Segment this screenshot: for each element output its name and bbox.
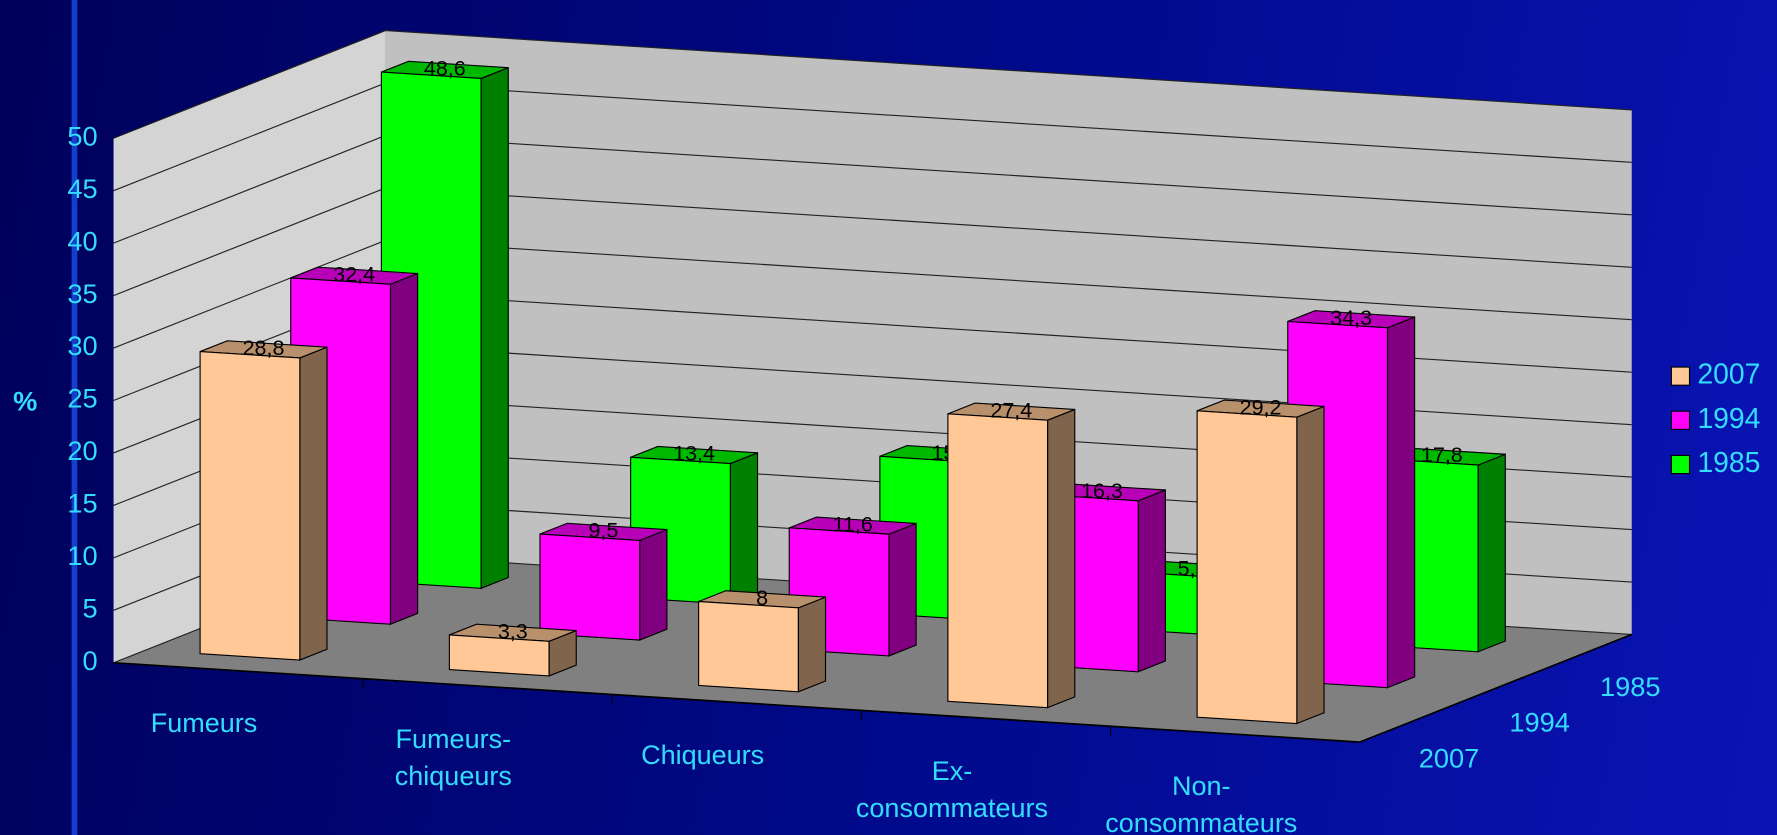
value-label: 34,3 [1330, 306, 1372, 330]
value-label: 29,2 [1240, 395, 1282, 419]
y-tick-label: 50 [67, 120, 97, 151]
bar-side [1047, 408, 1076, 709]
value-label: 9,5 [588, 519, 618, 543]
depth-label: 1985 [1600, 671, 1660, 702]
legend-swatch [1670, 410, 1691, 430]
bar-side [729, 451, 759, 606]
y-tick-label: 15 [67, 488, 97, 519]
depth-label: 1994 [1509, 707, 1569, 738]
bar-side [1386, 316, 1416, 689]
bar-side [1137, 489, 1166, 673]
bar [539, 533, 641, 641]
bar [448, 634, 550, 677]
y-tick-label: 25 [67, 383, 97, 414]
value-label: 17,8 [1421, 443, 1463, 467]
legend-swatch [1670, 454, 1691, 475]
depth-label: 2007 [1419, 743, 1479, 774]
bar-side [1296, 405, 1325, 725]
value-label: 16,3 [1081, 479, 1123, 503]
value-label: 11,6 [833, 512, 873, 536]
bar [947, 413, 1049, 709]
x-tick-label: Ex- consommateurs [855, 755, 1048, 823]
value-label: 8 [756, 586, 768, 610]
y-axis-label: % [13, 386, 37, 417]
bar [698, 600, 799, 693]
value-label: 27,4 [990, 398, 1032, 422]
bar-side [480, 66, 509, 590]
x-tick-label: Non- consommateurs [1105, 771, 1298, 835]
y-tick-label: 0 [83, 645, 98, 676]
bar-side [299, 346, 328, 661]
bar-side [1477, 453, 1506, 653]
bar-side [888, 522, 917, 657]
x-tick-label: Chiqueurs [641, 739, 765, 770]
accent-line [71, 0, 78, 835]
y-tick-label: 35 [67, 278, 97, 309]
y-tick-label: 5 [83, 593, 98, 624]
y-tick-label: 40 [67, 225, 97, 256]
bar-side [797, 596, 827, 693]
depth-axis [1359, 633, 1633, 743]
value-label: 13,4 [673, 442, 715, 466]
value-label: 3,3 [498, 619, 528, 643]
value-label: 48,6 [424, 57, 466, 81]
x-tick-label: Fumeurs [150, 707, 258, 738]
y-tick-label: 10 [67, 540, 97, 571]
x-tick-label: Fumeurs- chiqueurs [394, 723, 512, 791]
series: 28,8 3,3 8 27,4 29,2 [199, 336, 1325, 725]
bar-side [639, 528, 668, 641]
bar-side [389, 272, 419, 626]
bar [199, 350, 301, 661]
legend-label: 1985 [1697, 447, 1760, 479]
y-tick-label: 45 [67, 173, 97, 204]
legend-label: 1994 [1697, 403, 1760, 435]
y-tick-label: 20 [67, 435, 97, 466]
value-label: 32,4 [333, 262, 375, 286]
value-label: 28,8 [243, 336, 285, 360]
legend-label: 2007 [1697, 359, 1760, 391]
y-tick-label: 30 [67, 330, 97, 361]
grid-line [113, 30, 1632, 139]
legend-swatch [1670, 366, 1691, 386]
bar [1196, 410, 1298, 725]
x-axis [113, 661, 1360, 743]
